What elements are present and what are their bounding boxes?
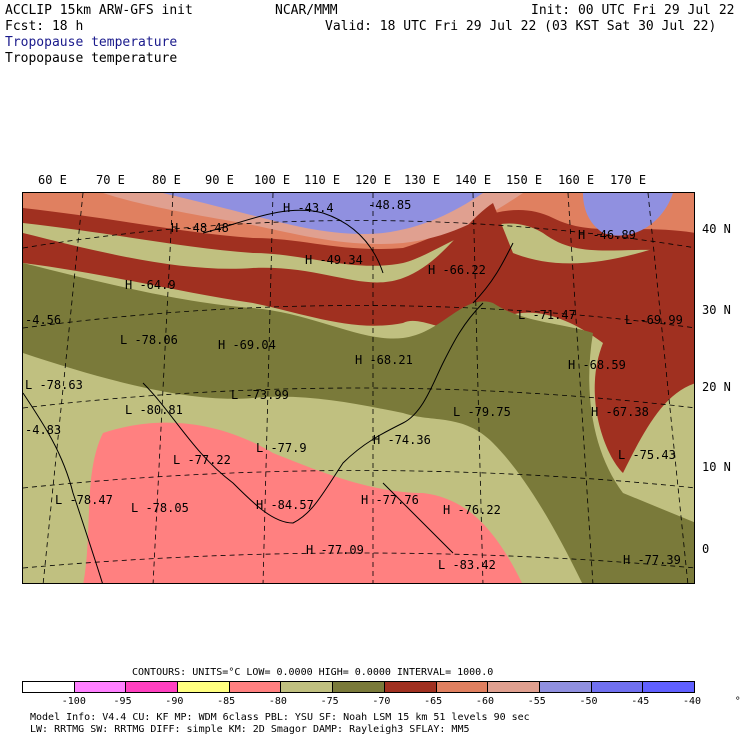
legend-label: -75 — [320, 696, 339, 707]
legend-label: -45 — [631, 696, 650, 707]
map-canvas — [23, 193, 694, 583]
band-olive — [23, 263, 694, 583]
map-extremum-label: H -76.22 — [443, 503, 501, 517]
legend-swatch — [178, 682, 230, 692]
lat-label: 20 N — [702, 380, 731, 394]
legend-label: -65 — [424, 696, 443, 707]
legend-swatch — [488, 682, 540, 692]
map-extremum-label: H -46.89 — [578, 228, 636, 242]
graticule — [23, 193, 694, 583]
legend-label: °C — [734, 696, 740, 707]
lon-label: 70 E — [96, 173, 125, 187]
map-extremum-label: L -73.99 — [231, 388, 289, 402]
field-title-1: Tropopause temperature — [5, 35, 178, 50]
lon-label: 110 E — [304, 173, 341, 187]
field-title-2: Tropopause temperature — [5, 51, 178, 66]
map-extremum-label: H -69.04 — [218, 338, 276, 352]
map-extremum-label: H -68.59 — [568, 358, 626, 372]
legend-label: -70 — [372, 696, 391, 707]
lon-label: 150 E — [506, 173, 543, 187]
lon-label: 140 E — [455, 173, 492, 187]
lon-label: 80 E — [152, 173, 181, 187]
org-label: NCAR/MMM — [275, 3, 338, 18]
map-extremum-label: L -78.47 — [55, 493, 113, 507]
map-extremum-label: H -49.34 — [305, 253, 363, 267]
map-extremum-label: H -43.4 — [283, 201, 334, 215]
lon-label: 60 E — [38, 173, 67, 187]
forecast-hour: Fcst: 18 h — [5, 19, 84, 34]
map-extremum-label: H -77.09 — [306, 543, 364, 557]
lon-label: 170 E — [610, 173, 647, 187]
map-extremum-label: H -77.39 — [623, 553, 681, 567]
map-extremum-label: L -78.06 — [120, 333, 178, 347]
map-extremum-label: H -84.57 — [256, 498, 314, 512]
map-extremum-label: L -78.63 — [25, 378, 83, 392]
legend-label: -50 — [579, 696, 598, 707]
lon-label: 160 E — [558, 173, 595, 187]
model-info-line-1: Model Info: V4.4 CU: KF MP: WDM 6class P… — [30, 712, 530, 723]
map-panel: H -43.4 -48.85 H -48.48 H -49.34 H -46.89 H -… — [22, 192, 695, 584]
map-extremum-label: L -78.05 — [131, 501, 189, 515]
legend-label: -90 — [165, 696, 184, 707]
lat-label: 30 N — [702, 303, 731, 317]
legend-swatch — [539, 682, 592, 692]
map-extremum-label: -4.83 — [25, 423, 62, 437]
legend-swatch — [643, 682, 694, 692]
legend-swatch — [74, 682, 127, 692]
legend-swatch — [436, 682, 489, 692]
valid-time: Valid: 18 UTC Fri 29 Jul 22 (03 KST Sat … — [325, 19, 717, 34]
band-cold — [83, 422, 522, 583]
legend-label: -95 — [113, 696, 132, 707]
coastlines — [23, 209, 514, 583]
map-extremum-label: H -64.9 — [125, 278, 176, 292]
model-title: ACCLIP 15km ARW-GFS init — [5, 3, 193, 18]
legend-swatch — [229, 682, 282, 692]
legend-swatch — [333, 682, 385, 692]
map-extremum-label: H -48.48 — [171, 221, 229, 235]
init-time: Init: 00 UTC Fri 29 Jul 22 — [531, 3, 735, 18]
map-extremum-label: -4.56 — [25, 313, 62, 327]
map-extremum-label: L -69.99 — [625, 313, 683, 327]
legend-label: -80 — [268, 696, 287, 707]
legend-swatch — [23, 682, 75, 692]
legend-swatch — [384, 682, 437, 692]
lon-label: 100 E — [254, 173, 291, 187]
band-red — [23, 203, 694, 473]
legend-swatch — [126, 682, 179, 692]
map-extremum-label: L -83.42 — [438, 558, 496, 572]
legend-label: -55 — [527, 696, 546, 707]
map-extremum-label: -48.85 — [368, 198, 412, 212]
map-extremum-label: L -75.43 — [618, 448, 676, 462]
model-info-line-2: LW: RRTMG SW: RRTMG DIFF: simple KM: 2D … — [30, 724, 470, 735]
legend-label: -40 — [683, 696, 702, 707]
lon-label: 130 E — [404, 173, 441, 187]
legend-swatch — [281, 682, 334, 692]
legend-swatch — [591, 682, 644, 692]
lon-label: 90 E — [205, 173, 234, 187]
band-50-east — [583, 193, 673, 236]
map-extremum-label: L -77.9 — [256, 441, 307, 455]
map-extremum-label: H -68.21 — [355, 353, 413, 367]
legend-label: -60 — [475, 696, 494, 707]
lat-label: 10 N — [702, 460, 731, 474]
map-extremum-label: H -66.22 — [428, 263, 486, 277]
legend-label: -100 — [61, 696, 86, 707]
map-extremum-label: H -77.76 — [361, 493, 419, 507]
lat-label: 0 — [702, 542, 710, 556]
map-extremum-label: H -67.38 — [591, 405, 649, 419]
lon-label: 120 E — [355, 173, 392, 187]
map-extremum-label: L -80.81 — [125, 403, 183, 417]
contours-info: CONTOURS: UNITS=°C LOW= 0.0000 HIGH= 0.0… — [132, 667, 494, 678]
legend-label: -85 — [217, 696, 236, 707]
lat-label: 40 N — [702, 222, 731, 236]
map-extremum-label: L -71.47 — [518, 308, 576, 322]
map-extremum-label: L -77.22 — [173, 453, 231, 467]
map-extremum-label: L -79.75 — [453, 405, 511, 419]
map-extremum-label: H -74.36 — [373, 433, 431, 447]
color-legend — [22, 681, 695, 693]
